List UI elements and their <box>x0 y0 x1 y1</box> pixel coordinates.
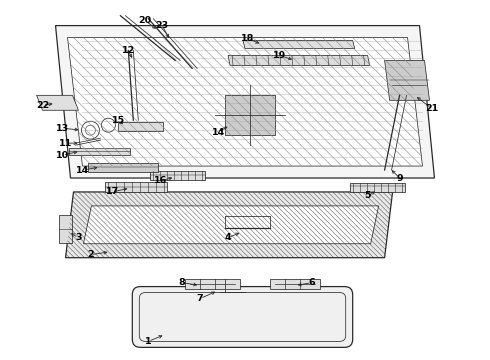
Text: 3: 3 <box>75 233 82 242</box>
Text: 15: 15 <box>112 116 125 125</box>
Text: 16: 16 <box>154 176 167 185</box>
FancyBboxPatch shape <box>89 163 158 172</box>
FancyBboxPatch shape <box>150 171 205 180</box>
Text: 21: 21 <box>425 104 438 113</box>
Text: 5: 5 <box>365 192 371 201</box>
Text: 6: 6 <box>309 278 315 287</box>
FancyBboxPatch shape <box>105 182 167 192</box>
Text: 10: 10 <box>56 150 69 159</box>
Text: 12: 12 <box>122 46 135 55</box>
FancyBboxPatch shape <box>350 183 405 192</box>
Polygon shape <box>225 95 275 135</box>
FancyBboxPatch shape <box>185 279 240 289</box>
Text: 13: 13 <box>56 124 69 133</box>
Text: 8: 8 <box>179 278 186 287</box>
Polygon shape <box>37 95 78 110</box>
Text: 18: 18 <box>241 34 255 43</box>
Polygon shape <box>69 148 130 155</box>
Text: 14: 14 <box>212 128 225 137</box>
Text: 20: 20 <box>139 16 152 25</box>
Polygon shape <box>228 55 369 66</box>
FancyBboxPatch shape <box>270 279 320 289</box>
Text: 22: 22 <box>36 101 49 110</box>
FancyBboxPatch shape <box>132 287 353 347</box>
Polygon shape <box>66 192 392 258</box>
Text: 4: 4 <box>225 233 231 242</box>
Text: 11: 11 <box>59 139 72 148</box>
Polygon shape <box>243 41 355 49</box>
Polygon shape <box>83 206 379 244</box>
Polygon shape <box>55 26 435 178</box>
Text: 2: 2 <box>87 250 94 259</box>
FancyBboxPatch shape <box>58 215 73 243</box>
Text: 17: 17 <box>106 188 119 197</box>
Text: 7: 7 <box>197 294 203 303</box>
Polygon shape <box>68 37 422 166</box>
Polygon shape <box>385 60 429 100</box>
Text: 19: 19 <box>273 51 287 60</box>
Text: 1: 1 <box>145 337 151 346</box>
Text: 9: 9 <box>396 174 403 183</box>
Text: 23: 23 <box>156 21 169 30</box>
FancyBboxPatch shape <box>119 122 163 131</box>
Text: 14: 14 <box>76 166 89 175</box>
